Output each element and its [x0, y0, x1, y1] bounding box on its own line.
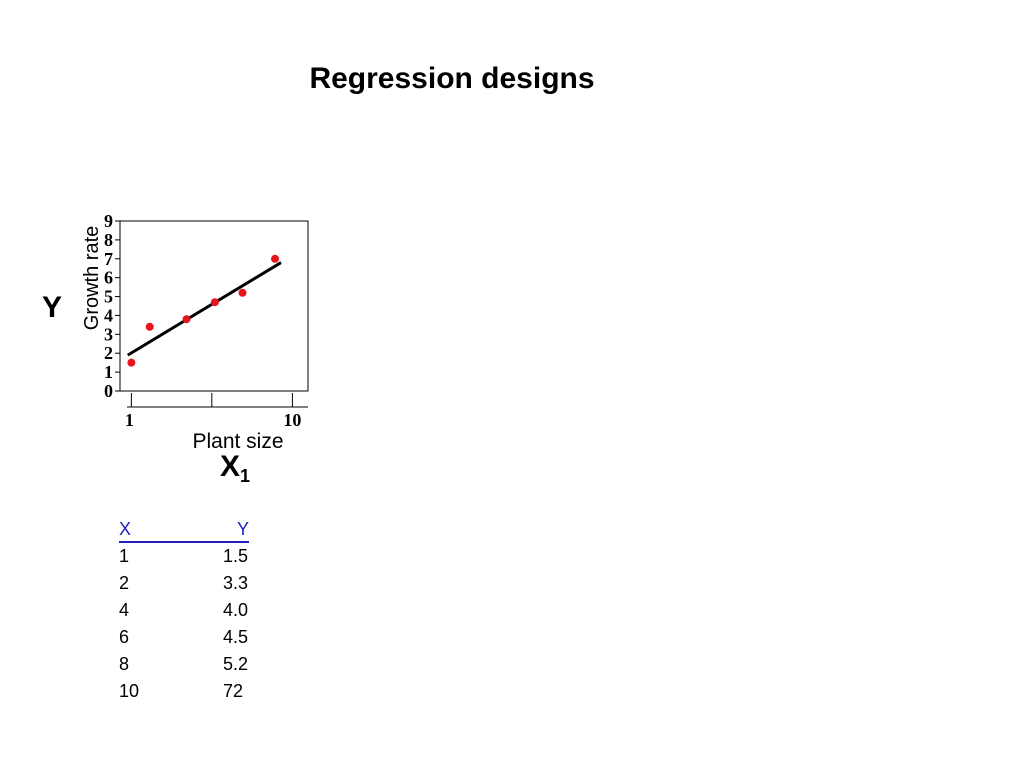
table-cell-y: 72: [223, 681, 244, 701]
x-axis-label: Plant size: [192, 430, 283, 453]
data-point: [271, 254, 280, 263]
y-variable-symbol: Y: [42, 291, 63, 324]
y-tick-label: 5: [104, 287, 113, 307]
data-point: [182, 315, 191, 324]
table-cell-x: 1: [119, 546, 130, 566]
y-tick-label: 8: [104, 230, 113, 250]
table-row: 2 3.3: [119, 570, 249, 597]
y-tick-label: 3: [104, 324, 113, 344]
y-axis-label: Growth rate: [81, 226, 103, 330]
regression-line: [127, 261, 282, 357]
table-header-x: X: [119, 517, 223, 543]
table-cell-x: 4: [119, 600, 130, 620]
table-cell-y: 1.5: [223, 546, 249, 566]
y-tick-label: 9: [104, 211, 113, 231]
x-tick-label: 10: [283, 410, 301, 430]
table-row: 10 72: [119, 678, 249, 705]
data-point: [145, 322, 154, 331]
x-symbol-letter: X: [220, 450, 241, 483]
y-tick-label: 7: [104, 249, 113, 269]
table-cell-y: 3.3: [223, 573, 249, 593]
table-row: 4 4.0: [119, 597, 249, 624]
y-tick-label: 1: [104, 362, 113, 382]
y-tick-label: 6: [104, 268, 113, 288]
plot-frame: [119, 220, 309, 392]
table-cell-y: 5.2: [223, 654, 249, 674]
data-point: [238, 288, 247, 297]
table-cell-x: 10: [119, 681, 140, 701]
y-tick-label: 4: [104, 305, 113, 325]
data-point: [127, 358, 136, 367]
data-point: [210, 298, 219, 307]
data-table: X Y 1 1.5 2 3.3 4 4.0 6 4.5 8 5.2 10 72: [119, 517, 249, 705]
table-header-row: X Y: [119, 517, 249, 543]
x-tick-label: 1: [125, 410, 134, 430]
table-row: 6 4.5: [119, 624, 249, 651]
table-cell-x: 2: [119, 573, 130, 593]
slide-title: Regression designs: [309, 62, 595, 95]
y-tick-label: 0: [104, 381, 113, 401]
table-row: 1 1.5: [119, 542, 249, 570]
table-row: 8 5.2: [119, 651, 249, 678]
table-header-y: Y: [223, 517, 249, 543]
y-tick-label: 2: [104, 343, 113, 363]
table-cell-y: 4.0: [223, 600, 249, 620]
x-symbol-subscript: 1: [240, 466, 251, 486]
x-variable-symbol: X1: [220, 450, 250, 487]
table-cell-x: 6: [119, 627, 130, 647]
table-cell-x: 8: [119, 654, 130, 674]
table-cell-y: 4.5: [223, 627, 249, 647]
